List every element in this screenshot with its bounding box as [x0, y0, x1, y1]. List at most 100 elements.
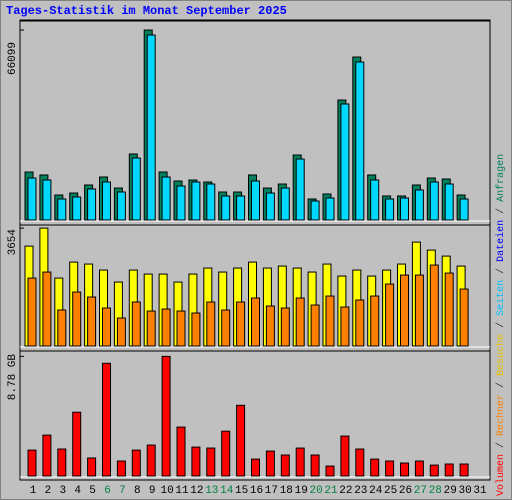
bar [131, 449, 141, 477]
bar [57, 309, 67, 347]
bar [459, 463, 469, 477]
bar [325, 465, 335, 477]
x-tick-label: 30 [458, 485, 471, 497]
bar [116, 191, 126, 221]
bar [444, 463, 454, 477]
bar [146, 310, 156, 347]
bar [57, 448, 67, 477]
bar [102, 362, 111, 477]
x-tick-label: 3 [59, 485, 66, 497]
bar [102, 181, 111, 221]
bar [27, 449, 37, 477]
bar [280, 187, 290, 221]
bar [72, 411, 82, 477]
legend-entry: Seiten [495, 280, 507, 316]
legend: Volumen / Rechner / Besuche / Seiten / D… [495, 154, 507, 496]
legend-separator: / [495, 262, 507, 280]
x-tick-label: 10 [160, 485, 173, 497]
bar [265, 450, 275, 477]
bar [265, 192, 275, 221]
bar [191, 446, 201, 477]
x-tick-label: 13 [205, 485, 218, 497]
bar [236, 195, 246, 221]
y-tick-label: 8.78 GB [7, 354, 19, 401]
bar [27, 277, 37, 347]
x-tick-label: 23 [354, 485, 367, 497]
x-tick-label: 14 [220, 485, 234, 497]
bar [295, 297, 305, 347]
bar [310, 200, 320, 221]
bar [459, 198, 469, 221]
bar [295, 447, 305, 477]
bar [340, 435, 350, 477]
bar [236, 301, 246, 347]
bar [251, 180, 260, 221]
bar [251, 297, 260, 347]
bar [221, 309, 231, 347]
y-tick-label: 3654 [7, 229, 19, 256]
x-tick-label: 18 [280, 485, 293, 497]
x-tick-label: 9 [149, 485, 156, 497]
bar [146, 444, 156, 477]
bar [206, 447, 216, 477]
legend-entry: Dateien [495, 220, 507, 262]
bar [131, 301, 141, 347]
bar [57, 198, 67, 221]
x-tick-label: 5 [89, 485, 96, 497]
x-tick-label: 16 [250, 485, 263, 497]
bar [280, 307, 290, 347]
bar [370, 179, 380, 221]
bar [236, 404, 246, 477]
x-tick-label: 28 [429, 485, 442, 497]
bar [355, 299, 365, 347]
x-tick-label: 21 [324, 485, 338, 497]
bar [191, 312, 201, 347]
legend-separator: / [495, 202, 507, 220]
bar [355, 61, 365, 221]
bar [459, 288, 469, 347]
bar [370, 295, 380, 347]
bar [206, 301, 216, 347]
bar [310, 454, 320, 477]
x-tick-label: 31 [473, 485, 487, 497]
bar [176, 426, 186, 477]
bar [355, 448, 365, 477]
bar [221, 430, 231, 477]
bar [42, 271, 52, 347]
bar [340, 103, 350, 221]
bar [116, 317, 126, 347]
bar [87, 188, 97, 221]
bar [176, 310, 186, 347]
legend-separator: / [495, 376, 507, 394]
plot-frame [19, 19, 491, 481]
bar [116, 460, 126, 477]
bar [72, 291, 82, 347]
x-tick-label: 29 [444, 485, 457, 497]
x-tick-label: 6 [104, 485, 111, 497]
bar [72, 196, 82, 221]
bar [206, 183, 216, 221]
x-tick-label: 22 [339, 485, 352, 497]
bar [385, 198, 395, 221]
bar [414, 460, 424, 477]
bar [400, 462, 409, 477]
x-tick-label: 19 [295, 485, 308, 497]
bar [385, 283, 395, 347]
bar [325, 295, 335, 347]
bar [429, 181, 439, 221]
bar [221, 195, 231, 221]
bar [310, 304, 320, 347]
bar [429, 264, 439, 347]
x-tick-label: 24 [369, 485, 383, 497]
x-tick-label: 20 [309, 485, 322, 497]
bar [385, 460, 395, 477]
legend-entry: Besuche [495, 334, 507, 376]
bar [161, 308, 171, 347]
bar [340, 306, 350, 347]
bar [414, 189, 424, 221]
bar [102, 307, 111, 347]
x-tick-label: 26 [399, 485, 412, 497]
bar [444, 183, 454, 221]
x-tick-label: 4 [74, 485, 81, 497]
